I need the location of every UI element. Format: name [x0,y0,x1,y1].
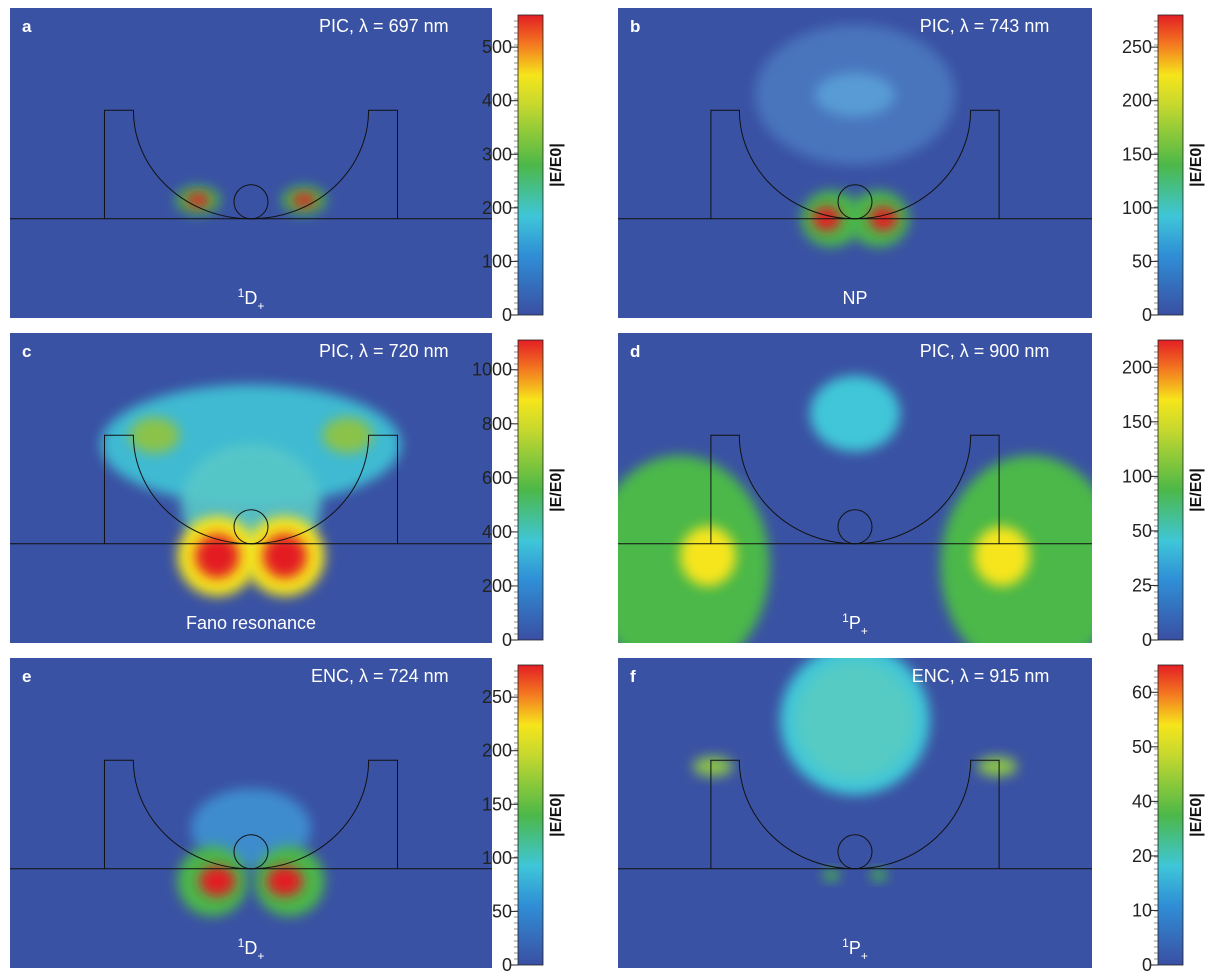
mode-base: Fano resonance [186,613,316,633]
hotspot [263,534,307,578]
panel-letter: c [22,342,31,361]
mode-sub: + [257,949,264,963]
colorbar-tick-label: 60 [1132,682,1152,702]
panel: c PIC, λ = 720 nm Fano resonance 0 200 400 600… [10,333,565,650]
colorbar-tick-label: 100 [482,848,512,868]
panel-title: PIC, λ = 720 nm [319,341,449,361]
mode-label: NP [842,288,867,308]
hotspot [823,869,839,881]
colorbar-tick-label: 25 [1132,575,1152,595]
mode-base: P [849,613,861,633]
colorbar-label: |E/E0| [1188,143,1205,187]
colorbar-tick-label: 20 [1132,846,1152,866]
panel: dPIC, λ = 900 nm1P+02550100150200|E/E0| [590,333,1205,676]
colorbar-tick-label: 0 [1142,305,1152,325]
colorbar-tick-label: 400 [482,522,512,542]
colorbar-tick-label: 200 [482,198,512,218]
colorbar-label: |E/E0| [1188,468,1205,512]
panel-letter: d [630,342,640,361]
mode-label: Fano resonance [186,613,316,633]
colorbar-label: |E/E0| [548,793,565,837]
colorbar-tick-label: 50 [1132,251,1152,271]
hotspot [871,869,887,881]
colorbar-tick-label: 800 [482,414,512,434]
colorbar [1158,15,1183,315]
mode-sub: + [861,949,868,963]
colorbar-tick-label: 50 [1132,737,1152,757]
hotspot [199,866,235,896]
colorbar [518,15,543,315]
colorbar [1158,340,1183,640]
colorbar-label: |E/E0| [1188,793,1205,837]
colorbar-tick-label: 10 [1132,900,1152,920]
colorbar [1158,665,1183,965]
panel-letter: a [22,17,32,36]
hotspot [130,417,180,453]
colorbar-tick-label: 200 [1122,91,1152,111]
colorbar-tick-label: 0 [502,305,512,325]
hotspot [195,534,239,578]
hotspot [292,193,316,207]
panel-letter: f [630,667,636,686]
mode-sub: + [257,299,264,313]
colorbar-tick-label: 250 [482,687,512,707]
colorbar-tick-label: 100 [1122,466,1152,486]
colorbar-tick-label: 50 [1132,521,1152,541]
hotspot [974,526,1030,586]
colorbar-tick-label: 300 [482,144,512,164]
panel-title: ENC, λ = 915 nm [912,666,1050,686]
panel-title: PIC, λ = 743 nm [920,16,1050,36]
colorbar [518,340,543,640]
hotspot [267,866,303,896]
colorbar-tick-label: 0 [1142,955,1152,975]
hotspot [977,757,1017,777]
colorbar-tick-label: 50 [492,901,512,921]
colorbar-tick-label: 200 [482,576,512,596]
hotspot [940,456,1120,676]
hotspot [693,757,733,777]
panel-title: ENC, λ = 724 nm [311,666,449,686]
colorbar-tick-label: 600 [482,468,512,488]
panel: b PIC, λ = 743 nm NP 0 50 100 150 200 250 |E/E0| [618,8,1205,325]
figure: aPIC, λ = 697 nm1D+0100200300400500|E/E0… [0,0,1209,975]
colorbar-tick-label: 400 [482,91,512,111]
field-map [10,8,492,318]
colorbar-tick-label: 40 [1132,791,1152,811]
panel-letter: e [22,667,31,686]
mode-base: D [244,938,257,958]
hotspot [815,73,895,117]
hotspot [186,193,210,207]
colorbar-tick-label: 1000 [472,360,512,380]
panel-letter: b [630,17,640,36]
colorbar-tick-label: 200 [482,741,512,761]
colorbar-tick-label: 0 [502,630,512,650]
panel-title: PIC, λ = 697 nm [319,16,449,36]
colorbar-tick-label: 150 [1122,144,1152,164]
hotspot [810,376,900,452]
colorbar-tick-label: 500 [482,37,512,57]
hotspot [680,526,736,586]
colorbar-label: |E/E0| [548,143,565,187]
colorbar-tick-label: 100 [1122,198,1152,218]
mode-sub: + [861,624,868,638]
mode-base: P [849,938,861,958]
hotspot [322,417,372,453]
colorbar-tick-label: 250 [1122,37,1152,57]
colorbar-tick-label: 100 [482,251,512,271]
colorbar-tick-label: 150 [482,794,512,814]
colorbar [518,665,543,965]
colorbar-tick-label: 0 [1142,630,1152,650]
colorbar-tick-label: 0 [502,955,512,975]
hotspot [590,456,770,676]
colorbar-tick-label: 150 [1122,412,1152,432]
panel-title: PIC, λ = 900 nm [920,341,1050,361]
mode-base: D [244,288,257,308]
colorbar-label: |E/E0| [548,468,565,512]
hotspot [795,660,915,780]
colorbar-tick-label: 200 [1122,357,1152,377]
mode-base: NP [842,288,867,308]
